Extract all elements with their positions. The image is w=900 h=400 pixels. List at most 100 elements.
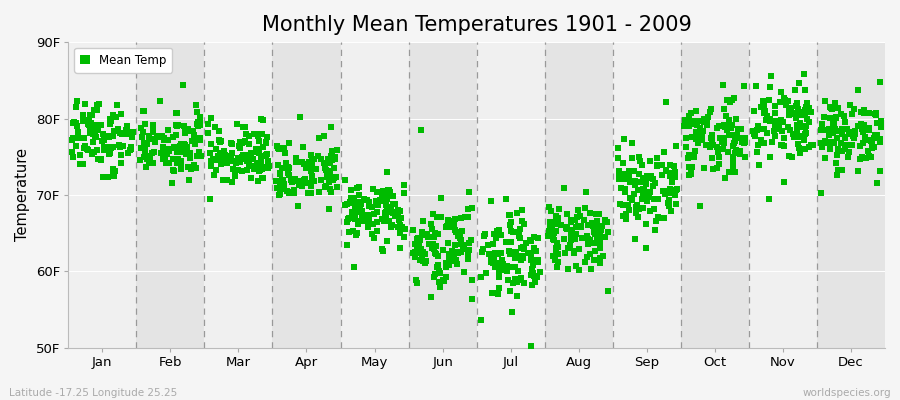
Bar — [749, 42, 817, 348]
Point — [822, 132, 836, 138]
Point — [100, 132, 114, 139]
Point — [509, 293, 524, 299]
Point — [774, 117, 788, 123]
Point — [786, 110, 800, 116]
Point — [751, 123, 765, 130]
Point — [547, 237, 562, 243]
Point — [436, 246, 450, 253]
Point — [844, 142, 859, 148]
Point — [174, 162, 188, 169]
Point — [235, 167, 249, 174]
Point — [297, 161, 311, 168]
Point — [184, 166, 198, 172]
Point — [281, 164, 295, 170]
Point — [500, 267, 514, 274]
Point — [860, 137, 875, 143]
Point — [593, 226, 608, 233]
Point — [345, 200, 359, 206]
Point — [106, 144, 121, 150]
Point — [300, 162, 314, 168]
Point — [252, 161, 266, 168]
Point — [288, 176, 302, 182]
Point — [635, 186, 650, 192]
Point — [158, 148, 172, 154]
Point — [323, 186, 338, 192]
Point — [837, 113, 851, 120]
Point — [558, 250, 572, 256]
Point — [514, 275, 528, 281]
Point — [692, 118, 706, 124]
Point — [77, 142, 92, 149]
Point — [851, 167, 866, 174]
Point — [517, 255, 531, 261]
Point — [508, 255, 522, 262]
Point — [627, 178, 642, 184]
Point — [174, 158, 188, 164]
Point — [324, 153, 338, 160]
Point — [88, 133, 103, 139]
Point — [505, 309, 519, 315]
Point — [432, 284, 446, 291]
Point — [303, 152, 318, 158]
Point — [384, 222, 399, 228]
Point — [746, 128, 760, 134]
Point — [568, 216, 582, 223]
Point — [542, 227, 556, 234]
Point — [546, 229, 561, 236]
Point — [440, 216, 454, 223]
Point — [690, 140, 705, 147]
Point — [565, 228, 580, 235]
Point — [668, 192, 682, 198]
Point — [643, 189, 657, 195]
Point — [622, 168, 636, 174]
Point — [648, 227, 662, 234]
Point — [768, 103, 782, 109]
Point — [383, 224, 398, 230]
Point — [86, 127, 100, 134]
Point — [692, 203, 706, 210]
Point — [872, 136, 886, 142]
Bar — [204, 42, 273, 348]
Point — [827, 121, 842, 128]
Point — [380, 204, 394, 211]
Point — [821, 140, 835, 146]
Point — [727, 138, 742, 144]
Point — [499, 266, 513, 272]
Point — [113, 130, 128, 136]
Point — [344, 195, 358, 201]
Point — [585, 220, 599, 226]
Point — [434, 195, 448, 201]
Point — [873, 139, 887, 146]
Point — [772, 99, 787, 105]
Point — [170, 148, 184, 154]
Point — [94, 157, 109, 163]
Point — [802, 104, 816, 111]
Point — [349, 185, 364, 191]
Point — [461, 206, 475, 212]
Point — [634, 162, 649, 168]
Point — [102, 134, 116, 140]
Point — [689, 118, 704, 124]
Point — [310, 152, 325, 159]
Point — [427, 245, 441, 252]
Point — [177, 140, 192, 147]
Point — [610, 155, 625, 162]
Point — [102, 144, 116, 150]
Point — [141, 133, 156, 139]
Point — [83, 126, 97, 132]
Point — [657, 188, 671, 194]
Point — [874, 118, 888, 124]
Point — [193, 135, 207, 142]
Point — [382, 186, 396, 193]
Point — [749, 83, 763, 90]
Point — [113, 160, 128, 166]
Point — [226, 165, 240, 172]
Point — [137, 154, 151, 160]
Point — [65, 148, 79, 155]
Point — [112, 144, 127, 150]
Point — [176, 149, 191, 155]
Point — [226, 158, 240, 164]
Point — [113, 111, 128, 117]
Point — [685, 133, 699, 140]
Point — [392, 216, 406, 223]
